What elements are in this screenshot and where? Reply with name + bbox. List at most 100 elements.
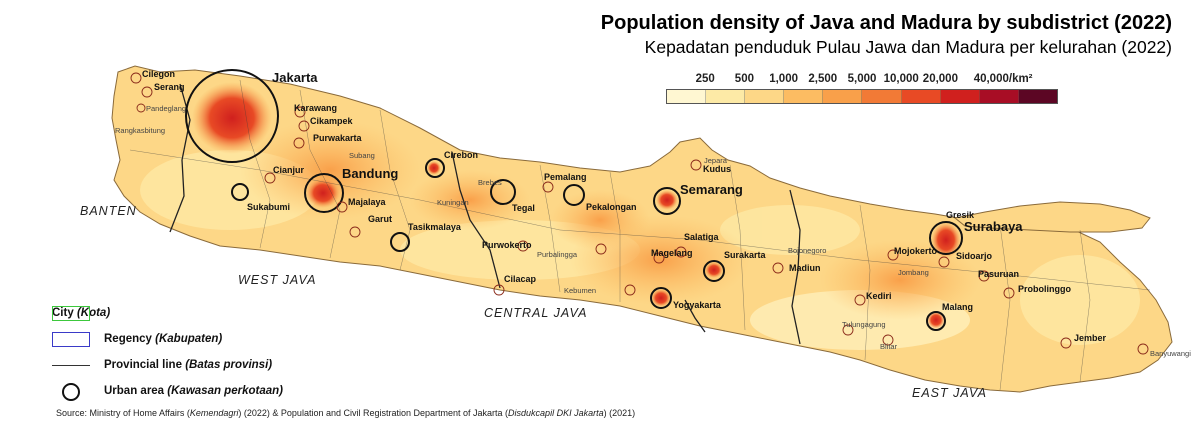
legend-label-provincial-line: Provincial line (Batas provinsi) <box>104 359 273 371</box>
city-label-jakarta: Jakarta <box>272 70 318 85</box>
regency-boundary-swatch <box>52 331 90 347</box>
map-subtitle: Kepadatan penduduk Pulau Jawa dan Madura… <box>644 37 1172 57</box>
city-label-garut: Garut <box>368 214 393 224</box>
scale-swatch <box>823 90 863 103</box>
city-label-rangkasbitung: Rangkasbitung <box>115 126 166 135</box>
city-label-kebumen: Kebumen <box>564 286 597 295</box>
city-label-yogyakarta: Yogyakarta <box>673 300 721 310</box>
city-label-majalaya: Majalaya <box>348 197 386 207</box>
province-label-west-java: WEST JAVA <box>238 273 317 287</box>
urban-area-circles <box>185 69 963 331</box>
urban-circle-bandung <box>304 173 344 213</box>
city-label-salatiga: Salatiga <box>684 232 719 242</box>
scale-label: 1,000 <box>769 73 798 85</box>
province-label-central-java: CENTRAL JAVA <box>484 306 588 320</box>
legend-label-city: City (Kota) <box>52 307 111 319</box>
city-label-cilegon: Cilegon <box>142 69 175 79</box>
urban-circle-pekalongan <box>563 184 585 206</box>
urban-circle-tasikmalaya <box>390 232 410 252</box>
city-label-subang: Subang <box>349 151 375 160</box>
city-label-karawang: Karawang <box>294 103 338 113</box>
city-label-brebes: Brebes <box>478 178 502 187</box>
scale-label: 250 <box>695 73 715 85</box>
city-label-pekalongan: Pekalongan <box>586 202 637 212</box>
urban-circle-yogyakarta <box>650 287 672 309</box>
legend-row-urban-area: Urban area (Kawasan perkotaan) <box>52 378 283 404</box>
scale-swatch <box>862 90 902 103</box>
urban-area-circle-icon <box>52 382 90 401</box>
city-label-cirebon: Cirebon <box>444 150 479 160</box>
city-boundary-swatch <box>52 305 90 321</box>
scale-swatch <box>745 90 785 103</box>
city-label-cilacap: Cilacap <box>504 274 537 284</box>
urban-circle-semarang <box>653 187 681 215</box>
scale-swatch <box>901 90 941 103</box>
city-label-probolinggo: Probolinggo <box>1018 284 1071 294</box>
city-label-bojonegoro: Bojonegoro <box>788 246 827 255</box>
urban-circle-malang <box>926 311 946 331</box>
city-markers <box>130 72 1149 355</box>
scale-label: 40,000/km² <box>973 73 1033 85</box>
urban-circle-surakarta <box>703 260 725 282</box>
scale-label: 2,500 <box>808 73 838 85</box>
scale-swatch <box>979 90 1019 103</box>
city-label-kuningan: Kuningan <box>437 198 469 207</box>
urban-circle-surabaya <box>929 221 963 255</box>
city-label-sukabumi: Sukabumi <box>247 202 291 212</box>
city-label-magelang: Magelang <box>651 248 693 258</box>
density-scale-legend: 250 500 1,000 2,500 5,000 10,000 20,000 … <box>666 73 1058 104</box>
city-label-cikampek: Cikampek <box>310 116 353 126</box>
city-label-sidoarjo: Sidoarjo <box>956 251 993 261</box>
scale-swatch <box>667 90 707 103</box>
city-label-purwakarta: Purwakarta <box>313 133 362 143</box>
symbol-legend: City (Kota) Regency (Kabupaten) Provinci… <box>52 300 283 404</box>
city-label-bandung: Bandung <box>342 166 399 181</box>
scale-label: 5,000 <box>847 73 877 85</box>
legend-row-regency: Regency (Kabupaten) <box>52 326 283 352</box>
city-label-malang: Malang <box>942 302 974 312</box>
city-label-blitar: Blitar <box>880 342 898 351</box>
legend-label-urban-area: Urban area (Kawasan perkotaan) <box>104 385 283 397</box>
city-label-kudus: Kudus <box>703 164 731 174</box>
urban-circle-tegal <box>490 179 516 205</box>
city-label-purbalingga: Purbalingga <box>537 250 578 259</box>
scale-swatch <box>1018 90 1057 103</box>
city-label-pasuruan: Pasuruan <box>978 269 1020 279</box>
city-label-jepara: Jepara <box>704 156 727 165</box>
city-label-surabaya: Surabaya <box>964 219 1023 234</box>
map-title: Population density of Java and Madura by… <box>600 12 1172 34</box>
legend-row-city: City (Kota) <box>52 300 283 326</box>
madura-island <box>953 201 1151 233</box>
legend-row-provincial-line: Provincial line (Batas provinsi) <box>52 352 283 378</box>
scale-label: 20,000 <box>922 73 958 85</box>
province-label-east-java: EAST JAVA <box>912 386 988 400</box>
city-label-pemalang: Pemalang <box>544 172 587 182</box>
scale-swatch <box>784 90 824 103</box>
city-label-jember: Jember <box>1074 333 1107 343</box>
city-label-gresik: Gresik <box>946 210 975 220</box>
city-label-tegal: Tegal <box>512 203 535 213</box>
scale-label: 500 <box>734 73 754 85</box>
urban-circle-sukabumi <box>231 183 249 201</box>
urban-circle-cirebon <box>425 158 445 178</box>
city-label-jombang: Jombang <box>898 268 929 277</box>
city-label-tasikmalaya: Tasikmalaya <box>408 222 461 232</box>
city-label-purwokerto: Purwokerto <box>482 240 532 250</box>
city-label-tulungagung: Tulungagung <box>842 320 886 329</box>
scale-swatch <box>940 90 980 103</box>
city-label-banyuwangi: Banyuwangi <box>1150 349 1191 358</box>
provincial-line-swatch <box>52 364 90 366</box>
source-note: Source: Ministry of Home Affairs (Kemend… <box>56 408 636 418</box>
city-label-surakarta: Surakarta <box>724 250 766 260</box>
scale-label: 10,000 <box>883 73 919 85</box>
urban-circle-jakarta <box>185 69 279 163</box>
scale-labels: 250 500 1,000 2,500 5,000 10,000 20,000 … <box>666 73 1058 87</box>
city-label-kediri: Kediri <box>866 291 892 301</box>
scale-swatch <box>706 90 746 103</box>
regency-lines <box>129 79 1151 391</box>
city-label-cianjur: Cianjur <box>273 165 305 175</box>
city-label-serang: Serang <box>154 82 185 92</box>
city-label-semarang: Semarang <box>680 182 743 197</box>
city-label-pandeglang: Pandeglang <box>146 104 187 113</box>
